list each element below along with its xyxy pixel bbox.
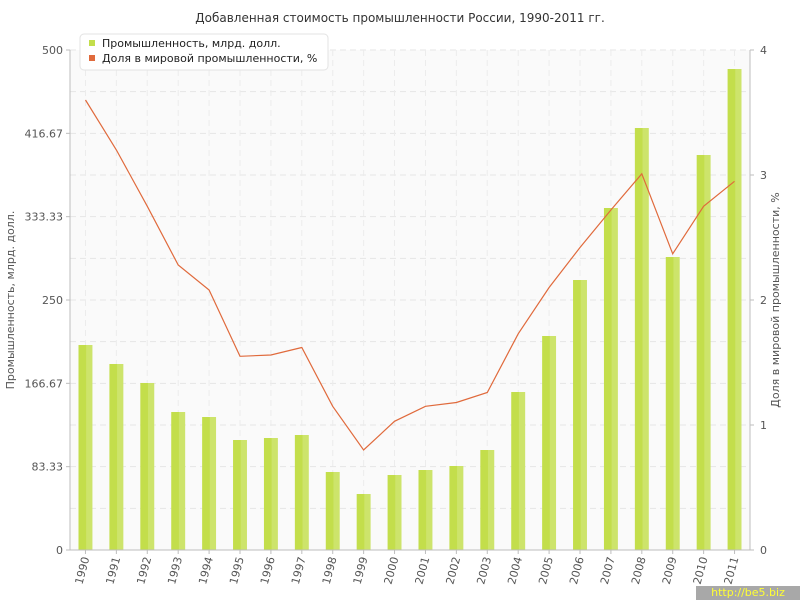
bar-highlight [704, 155, 711, 550]
left-tick-label: 166.67 [25, 377, 64, 390]
bar-highlight [673, 257, 680, 550]
legend: Промышленность, млрд. долл. Доля в миров… [79, 33, 329, 71]
right-tick-label: 3 [760, 169, 767, 182]
bar-highlight [209, 417, 217, 550]
bar [696, 155, 711, 550]
right-tick-label: 4 [760, 44, 767, 57]
bar [294, 435, 309, 550]
left-tick-label: 83.33 [32, 461, 64, 474]
bar-highlight [642, 128, 649, 550]
bar-highlight [147, 383, 155, 550]
line-series [84, 99, 735, 451]
bar-highlight [580, 280, 587, 550]
bar [603, 208, 618, 550]
bar [233, 440, 247, 550]
bar-highlight [240, 440, 247, 550]
legend-box [79, 33, 329, 71]
bar [78, 345, 93, 550]
bar [542, 336, 557, 550]
bar [573, 280, 587, 550]
bar [202, 417, 217, 550]
bar-highlight [271, 438, 278, 550]
bar [418, 470, 433, 550]
bar [511, 392, 526, 550]
chart-title: Добавленная стоимость промышленности Рос… [195, 11, 605, 25]
bar-highlight [333, 472, 340, 550]
bar [356, 494, 371, 550]
bar [665, 257, 680, 550]
left-tick-label: 416.67 [25, 127, 64, 140]
left-axis-ticks: 0 83.33 166.67 250 333.33 416.67 500 [25, 44, 70, 557]
right-tick-label: 0 [760, 544, 767, 557]
left-tick-label: 500 [42, 44, 63, 57]
bar-highlight [487, 450, 495, 550]
bar [727, 69, 742, 550]
right-tick-label: 2 [760, 294, 767, 307]
bar-highlight [518, 392, 526, 550]
left-axis-title: Промышленность, млрд. долл. [4, 211, 17, 390]
bar [140, 383, 155, 550]
bar-highlight [302, 435, 309, 550]
bar-series [78, 69, 742, 550]
bar-highlight [611, 208, 618, 550]
legend-swatch-line [89, 55, 95, 61]
bar [263, 438, 278, 550]
bar-highlight [178, 412, 186, 550]
bar [325, 472, 340, 550]
bar-highlight [457, 466, 464, 550]
legend-label-bars: Промышленность, млрд. долл. [102, 37, 281, 50]
bar [387, 475, 402, 550]
bar-highlight [364, 494, 371, 550]
bar [480, 450, 495, 550]
bar-highlight [549, 336, 557, 550]
bar [109, 364, 124, 550]
bar-highlight [426, 470, 433, 550]
legend-swatch-bars [89, 40, 95, 46]
left-tick-label: 333.33 [25, 211, 64, 224]
left-tick-label: 0 [56, 544, 63, 557]
legend-label-line: Доля в мировой промышленности, % [102, 52, 317, 65]
right-tick-label: 1 [760, 419, 767, 432]
left-tick-label: 250 [42, 294, 63, 307]
bar-highlight [117, 364, 124, 550]
watermark: http://be5.biz [696, 586, 800, 600]
right-axis-ticks: 0 1 2 3 4 [750, 44, 767, 557]
bar [634, 128, 649, 550]
bar-highlight [735, 69, 742, 550]
bar [171, 412, 186, 550]
bar-highlight [86, 345, 93, 550]
bar [449, 466, 464, 550]
bar-highlight [395, 475, 402, 550]
line-path [84, 99, 735, 451]
right-axis-title: Доля в мировой промышленности, % [769, 192, 782, 407]
